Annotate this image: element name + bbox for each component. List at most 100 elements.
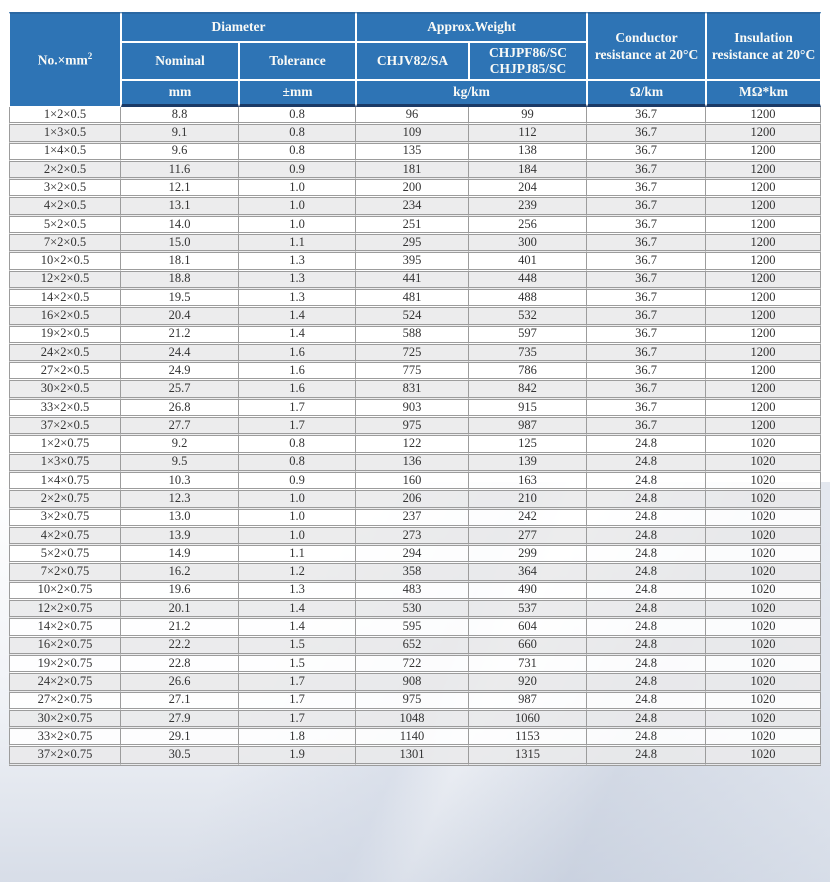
tolerance-cell: 1.7 <box>239 674 356 693</box>
conductor-resistance-cell: 24.8 <box>587 601 707 620</box>
weight-chjpf86sc-cell: 184 <box>469 161 588 181</box>
nominal-diameter-cell: 22.8 <box>121 655 239 675</box>
table-row: 1×2×0.5 8.8 0.8 96 99 36.7 1200 <box>9 107 822 126</box>
no-cell: 27×2×0.5 <box>9 363 121 382</box>
nominal-diameter-cell: 11.6 <box>121 161 239 181</box>
tolerance-cell: 0.9 <box>239 472 356 492</box>
table-row: 4×2×0.75 13.9 1.0 273 277 24.8 1020 <box>9 527 822 547</box>
no-cell: 10×2×0.75 <box>9 582 121 602</box>
weight-chjv82sa-cell: 775 <box>356 363 469 382</box>
weight-chjpf86sc-cell: 842 <box>469 381 588 400</box>
nominal-diameter-cell: 18.1 <box>121 253 239 272</box>
insulation-resistance-cell: 1020 <box>706 546 822 565</box>
weight-chjpf86sc-cell: 786 <box>469 363 588 382</box>
insulation-resistance-cell: 1200 <box>706 107 822 126</box>
conductor-resistance-cell: 24.8 <box>587 637 707 656</box>
header-no-mm2-sup: 2 <box>87 50 93 61</box>
header-chjpf86sc-chjpj85sc: CHJPF86/SC CHJPJ85/SC <box>469 42 588 80</box>
table-row: 7×2×0.75 16.2 1.2 358 364 24.8 1020 <box>9 564 822 583</box>
weight-chjpf86sc-cell: 300 <box>469 235 588 254</box>
conductor-resistance-cell: 24.8 <box>587 582 707 602</box>
nominal-diameter-cell: 12.3 <box>121 491 239 510</box>
table-row: 1×3×0.5 9.1 0.8 109 112 36.7 1200 <box>9 125 822 144</box>
no-cell: 1×4×0.75 <box>9 472 121 492</box>
table-row: 10×2×0.5 18.1 1.3 395 401 36.7 1200 <box>9 253 822 272</box>
nominal-diameter-cell: 27.1 <box>121 692 239 711</box>
nominal-diameter-cell: 27.9 <box>121 710 239 730</box>
weight-chjv82sa-cell: 588 <box>356 326 469 345</box>
conductor-resistance-cell: 36.7 <box>587 161 707 181</box>
nominal-diameter-cell: 9.6 <box>121 143 239 162</box>
insulation-resistance-cell: 1020 <box>706 710 822 730</box>
weight-chjpf86sc-cell: 735 <box>469 344 588 364</box>
conductor-resistance-cell: 36.7 <box>587 198 707 217</box>
tolerance-cell: 1.0 <box>239 527 356 547</box>
weight-chjv82sa-cell: 652 <box>356 637 469 656</box>
tolerance-cell: 1.4 <box>239 308 356 327</box>
weight-chjpf86sc-cell: 125 <box>469 436 588 455</box>
table-row: 2×2×0.5 11.6 0.9 181 184 36.7 1200 <box>9 161 822 181</box>
header-diameter: Diameter <box>121 12 356 42</box>
tolerance-cell: 1.3 <box>239 271 356 290</box>
insulation-resistance-cell: 1200 <box>706 235 822 254</box>
table-row: 3×2×0.75 13.0 1.0 237 242 24.8 1020 <box>9 509 822 528</box>
table-row: 14×2×0.75 21.2 1.4 595 604 24.8 1020 <box>9 619 822 638</box>
weight-chjpf86sc-cell: 604 <box>469 619 588 638</box>
weight-chjpf86sc-cell: 448 <box>469 271 588 290</box>
header-approx-weight: Approx.Weight <box>356 12 588 42</box>
no-cell: 1×2×0.5 <box>9 107 121 126</box>
weight-chjv82sa-cell: 725 <box>356 344 469 364</box>
tolerance-cell: 1.0 <box>239 216 356 236</box>
insulation-resistance-cell: 1200 <box>706 344 822 364</box>
header-no-mm2: No.×mm2 <box>9 12 121 107</box>
no-cell: 1×3×0.75 <box>9 454 121 473</box>
insulation-resistance-cell: 1200 <box>706 308 822 327</box>
weight-chjpf86sc-cell: 139 <box>469 454 588 473</box>
weight-chjv82sa-cell: 237 <box>356 509 469 528</box>
table-row: 5×2×0.5 14.0 1.0 251 256 36.7 1200 <box>9 216 822 236</box>
insulation-resistance-cell: 1020 <box>706 674 822 693</box>
table-row: 33×2×0.75 29.1 1.8 1140 1153 24.8 1020 <box>9 729 822 748</box>
nominal-diameter-cell: 13.1 <box>121 198 239 217</box>
table-row: 33×2×0.5 26.8 1.7 903 915 36.7 1200 <box>9 399 822 419</box>
conductor-resistance-cell: 24.8 <box>587 546 707 565</box>
nominal-diameter-cell: 10.3 <box>121 472 239 492</box>
weight-chjpf86sc-cell: 915 <box>469 399 588 419</box>
spec-table-body: 1×2×0.5 8.8 0.8 96 99 36.7 1200 1×3×0.5 9.1 0.8 10… <box>9 107 822 766</box>
conductor-resistance-cell: 24.8 <box>587 619 707 638</box>
weight-chjpf86sc-cell: 277 <box>469 527 588 547</box>
header-chjpf86sc-line1: CHJPF86/SC <box>489 44 568 60</box>
header-conductor-resistance: Conductor resistance at 20°C <box>587 12 707 80</box>
weight-chjpf86sc-cell: 1315 <box>469 747 588 766</box>
conductor-resistance-cell: 24.8 <box>587 729 707 748</box>
tolerance-cell: 1.3 <box>239 582 356 602</box>
table-row: 37×2×0.75 30.5 1.9 1301 1315 24.8 1020 <box>9 747 822 766</box>
weight-chjv82sa-cell: 136 <box>356 454 469 473</box>
no-cell: 4×2×0.75 <box>9 527 121 547</box>
tolerance-cell: 1.0 <box>239 509 356 528</box>
nominal-diameter-cell: 20.1 <box>121 601 239 620</box>
unit-mohm-km: MΩ*km <box>706 80 822 107</box>
table-row: 24×2×0.75 26.6 1.7 908 920 24.8 1020 <box>9 674 822 693</box>
conductor-resistance-cell: 24.8 <box>587 509 707 528</box>
tolerance-cell: 1.2 <box>239 564 356 583</box>
tolerance-cell: 1.1 <box>239 235 356 254</box>
no-cell: 37×2×0.5 <box>9 418 121 437</box>
weight-chjv82sa-cell: 1140 <box>356 729 469 748</box>
weight-chjpf86sc-cell: 490 <box>469 582 588 602</box>
no-cell: 10×2×0.5 <box>9 253 121 272</box>
insulation-resistance-cell: 1020 <box>706 472 822 492</box>
conductor-resistance-cell: 24.8 <box>587 692 707 711</box>
conductor-resistance-cell: 36.7 <box>587 344 707 364</box>
tolerance-cell: 1.0 <box>239 198 356 217</box>
weight-chjv82sa-cell: 206 <box>356 491 469 510</box>
weight-chjpf86sc-cell: 163 <box>469 472 588 492</box>
tolerance-cell: 1.1 <box>239 546 356 565</box>
no-cell: 2×2×0.5 <box>9 161 121 181</box>
no-cell: 1×3×0.5 <box>9 125 121 144</box>
nominal-diameter-cell: 9.1 <box>121 125 239 144</box>
table-row: 1×4×0.75 10.3 0.9 160 163 24.8 1020 <box>9 472 822 492</box>
header-tolerance: Tolerance <box>239 42 356 80</box>
table-row: 16×2×0.75 22.2 1.5 652 660 24.8 1020 <box>9 637 822 656</box>
conductor-resistance-cell: 36.7 <box>587 143 707 162</box>
